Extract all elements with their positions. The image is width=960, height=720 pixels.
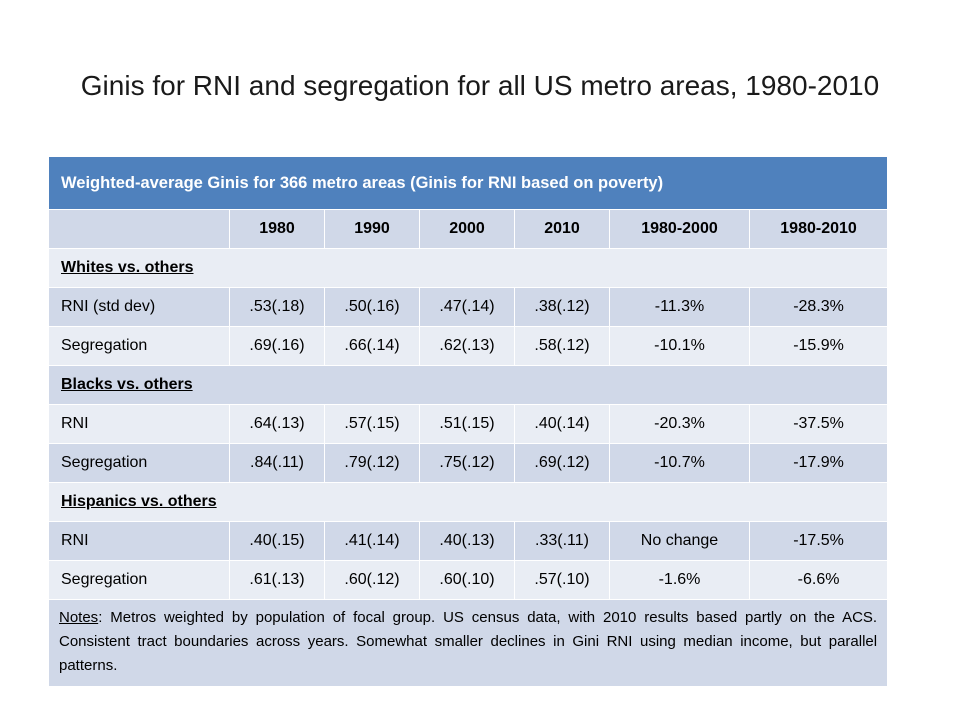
table-row: RNI (std dev) .53(.18) .50(.16) .47(.14)…	[48, 287, 889, 327]
table-caption: Weighted-average Ginis for 366 metro are…	[47, 156, 889, 210]
table-cell: -1.6%	[609, 560, 750, 600]
table-cell: .75(.12)	[419, 443, 515, 483]
table-cell: .61(.13)	[229, 560, 325, 600]
table-cell: .69(.16)	[229, 326, 325, 366]
table-cell: -10.7%	[609, 443, 750, 483]
table-cell: .66(.14)	[324, 326, 420, 366]
table-cell: -11.3%	[609, 287, 750, 327]
column-header-row: 1980 1990 2000 2010 1980-2000 1980-2010	[48, 209, 889, 249]
row-label: RNI	[48, 404, 230, 444]
section-heading-blacks: Blacks vs. others	[47, 365, 889, 405]
table-cell: -37.5%	[748, 404, 889, 444]
table-row: RNI .64(.13) .57(.15) .51(.15) .40(.14) …	[48, 404, 889, 444]
notes-text: : Metros weighted by population of focal…	[59, 609, 878, 674]
column-header-2010: 2010	[514, 209, 610, 249]
section-heading-row: Whites vs. others	[47, 248, 889, 288]
table-cell: No change	[609, 521, 750, 561]
slide-title: Ginis for RNI and segregation for all US…	[80, 70, 880, 101]
table-cell: -28.3%	[748, 287, 889, 327]
row-label: Segregation	[48, 560, 230, 600]
table-cell: .33(.11)	[514, 521, 610, 561]
table-cell: .62(.13)	[419, 326, 515, 366]
section-heading-hispanics: Hispanics vs. others	[47, 482, 889, 522]
gini-table: Weighted-average Ginis for 366 metro are…	[47, 156, 889, 687]
table-cell: .84(.11)	[229, 443, 325, 483]
column-header-2000: 2000	[419, 209, 515, 249]
table-cell: -15.9%	[748, 326, 889, 366]
row-label: RNI	[48, 521, 230, 561]
row-label: RNI (std dev)	[48, 287, 230, 327]
row-label: Segregation	[48, 326, 230, 366]
table-cell: .60(.10)	[419, 560, 515, 600]
table-cell: -10.1%	[609, 326, 750, 366]
table-cell: .47(.14)	[419, 287, 515, 327]
table-cell: .41(.14)	[324, 521, 420, 561]
column-header-1980-2010: 1980-2010	[748, 209, 889, 249]
notes-cell: Notes: Metros weighted by population of …	[47, 599, 889, 687]
gini-table-container: Weighted-average Ginis for 366 metro are…	[47, 156, 889, 687]
notes-row: Notes: Metros weighted by population of …	[47, 599, 889, 687]
table-cell: .40(.14)	[514, 404, 610, 444]
table-cell: .40(.15)	[229, 521, 325, 561]
table-cell: -6.6%	[748, 560, 889, 600]
table-caption-row: Weighted-average Ginis for 366 metro are…	[47, 156, 889, 210]
row-label: Segregation	[48, 443, 230, 483]
notes-label: Notes	[59, 609, 99, 626]
table-cell: .53(.18)	[229, 287, 325, 327]
table-cell: .79(.12)	[324, 443, 420, 483]
table-row: Segregation .69(.16) .66(.14) .62(.13) .…	[48, 326, 889, 366]
table-cell: .40(.13)	[419, 521, 515, 561]
table-row: RNI .40(.15) .41(.14) .40(.13) .33(.11) …	[48, 521, 889, 561]
table-cell: .51(.15)	[419, 404, 515, 444]
table-cell: .58(.12)	[514, 326, 610, 366]
table-cell: .50(.16)	[324, 287, 420, 327]
table-cell: .38(.12)	[514, 287, 610, 327]
table-cell: .60(.12)	[324, 560, 420, 600]
column-header-1980: 1980	[229, 209, 325, 249]
table-cell: -17.5%	[748, 521, 889, 561]
column-header-blank	[48, 209, 230, 249]
section-heading-row: Blacks vs. others	[47, 365, 889, 405]
table-cell: -17.9%	[748, 443, 889, 483]
table-cell: .69(.12)	[514, 443, 610, 483]
column-header-1990: 1990	[324, 209, 420, 249]
section-heading-row: Hispanics vs. others	[47, 482, 889, 522]
table-row: Segregation .61(.13) .60(.12) .60(.10) .…	[48, 560, 889, 600]
table-row: Segregation .84(.11) .79(.12) .75(.12) .…	[48, 443, 889, 483]
table-cell: .57(.15)	[324, 404, 420, 444]
column-header-1980-2000: 1980-2000	[609, 209, 750, 249]
table-cell: .64(.13)	[229, 404, 325, 444]
section-heading-whites: Whites vs. others	[47, 248, 889, 288]
table-cell: .57(.10)	[514, 560, 610, 600]
table-cell: -20.3%	[609, 404, 750, 444]
